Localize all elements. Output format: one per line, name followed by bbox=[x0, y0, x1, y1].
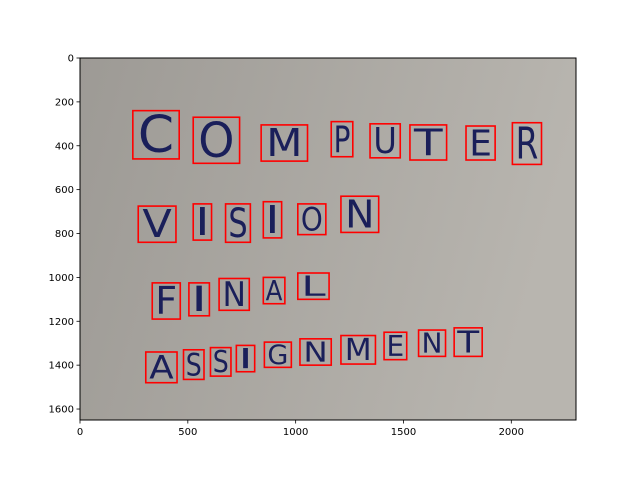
letter-bounding-box bbox=[409, 124, 448, 161]
letter-bounding-box bbox=[218, 277, 251, 312]
letter-bounding-box bbox=[188, 282, 211, 317]
handwritten-letter: T bbox=[413, 121, 443, 164]
handwritten-letter: M bbox=[266, 121, 302, 165]
y-tick-label: 400 bbox=[55, 141, 74, 152]
letter-bounding-box bbox=[262, 276, 286, 305]
letter-bounding-box bbox=[417, 329, 447, 358]
letter-bounding-box bbox=[330, 120, 354, 158]
x-tick-label: 0 bbox=[77, 427, 83, 438]
letter-bounding-box bbox=[235, 344, 256, 373]
letter-bounding-box bbox=[151, 282, 182, 320]
letter-bounding-box bbox=[453, 327, 483, 358]
handwritten-letter: L bbox=[301, 270, 326, 303]
letter-bounding-box bbox=[260, 124, 309, 162]
handwritten-letter: C bbox=[138, 105, 174, 164]
axes-frame bbox=[79, 57, 577, 421]
handwritten-letter: P bbox=[334, 118, 351, 161]
handwritten-letter: E bbox=[469, 123, 492, 164]
letter-bounding-box bbox=[192, 116, 241, 165]
x-axis-ticks: 0 500 1000 1500 2000 bbox=[77, 420, 524, 438]
y-tick-label: 600 bbox=[55, 185, 74, 196]
y-tick-label: 200 bbox=[55, 97, 74, 108]
handwritten-letter: S bbox=[228, 200, 247, 247]
letter-bounding-box bbox=[262, 200, 283, 239]
handwritten-letter: T bbox=[456, 325, 480, 360]
letter-bounding-box bbox=[465, 125, 496, 161]
handwritten-letter: M bbox=[345, 333, 372, 368]
letter-bounding-box bbox=[132, 109, 180, 160]
letter-bounding-box bbox=[263, 341, 293, 369]
letter-bounding-box bbox=[297, 272, 330, 301]
letter-bounding-box bbox=[340, 195, 380, 234]
letter-bounding-box bbox=[340, 334, 377, 365]
handwritten-letter: N bbox=[345, 192, 374, 236]
letter-bounding-box bbox=[297, 203, 327, 236]
x-tick-label: 2000 bbox=[499, 427, 524, 438]
y-tick-label: 1400 bbox=[49, 361, 74, 372]
letter-bounding-box bbox=[192, 203, 213, 241]
letter-bounding-box bbox=[383, 331, 408, 361]
handwritten-letter: I bbox=[191, 280, 207, 320]
letter-bounding-box bbox=[511, 121, 543, 166]
handwritten-letter: G bbox=[267, 340, 288, 371]
handwritten-letter: I bbox=[238, 342, 252, 375]
handwritten-letter: S bbox=[213, 345, 229, 380]
y-tick-label: 0 bbox=[68, 54, 74, 65]
handwritten-letter: A bbox=[149, 348, 173, 386]
y-tick-label: 800 bbox=[55, 229, 74, 240]
handwritten-letter: I bbox=[195, 200, 209, 244]
handwritten-letter: E bbox=[387, 329, 405, 363]
photo-image: C O M P U T E RV I S I O NF I N A LA S S I G N M E N T bbox=[80, 58, 576, 420]
handwritten-letter: O bbox=[198, 113, 234, 169]
y-tick-label: 1600 bbox=[49, 405, 74, 416]
letter-bounding-box bbox=[182, 348, 205, 381]
y-tick-label: 1000 bbox=[49, 273, 74, 284]
handwritten-letter: V bbox=[142, 202, 171, 246]
bounding-boxes bbox=[132, 109, 543, 384]
x-tick-label: 1000 bbox=[283, 427, 308, 438]
handwritten-letter: N bbox=[222, 275, 246, 314]
letter-bounding-box bbox=[137, 205, 177, 244]
handwritten-letter: S bbox=[186, 347, 202, 383]
x-tick-label: 500 bbox=[178, 427, 197, 438]
letter-bounding-box bbox=[144, 351, 178, 384]
handwritten-letter: A bbox=[266, 274, 283, 307]
y-tick-label: 1200 bbox=[49, 317, 74, 328]
handwritten-letter: N bbox=[303, 335, 327, 368]
handwritten-letter: O bbox=[301, 200, 323, 238]
letter-bounding-box bbox=[369, 123, 402, 159]
x-tick-label: 1500 bbox=[391, 427, 416, 438]
handwritten-letter: N bbox=[422, 327, 443, 360]
handwritten-letter: I bbox=[265, 198, 279, 242]
letter-bounding-box bbox=[224, 203, 252, 244]
handwritten-letter: U bbox=[373, 121, 397, 162]
y-axis-ticks: 0 200 400 600 800 1000 1200 1400 1600 bbox=[49, 54, 80, 416]
handwritten-text: C O M P U T E RV I S I O NF I N A LA S S I G N M E N T bbox=[138, 105, 538, 386]
letter-bounding-box bbox=[209, 346, 232, 377]
handwritten-letter: R bbox=[516, 119, 539, 170]
letter-bounding-box bbox=[299, 338, 333, 366]
axes: 0 500 1000 1500 2000 0 200 400 600 800 1000 1200 14… bbox=[49, 54, 577, 438]
handwritten-letter: F bbox=[155, 279, 177, 323]
